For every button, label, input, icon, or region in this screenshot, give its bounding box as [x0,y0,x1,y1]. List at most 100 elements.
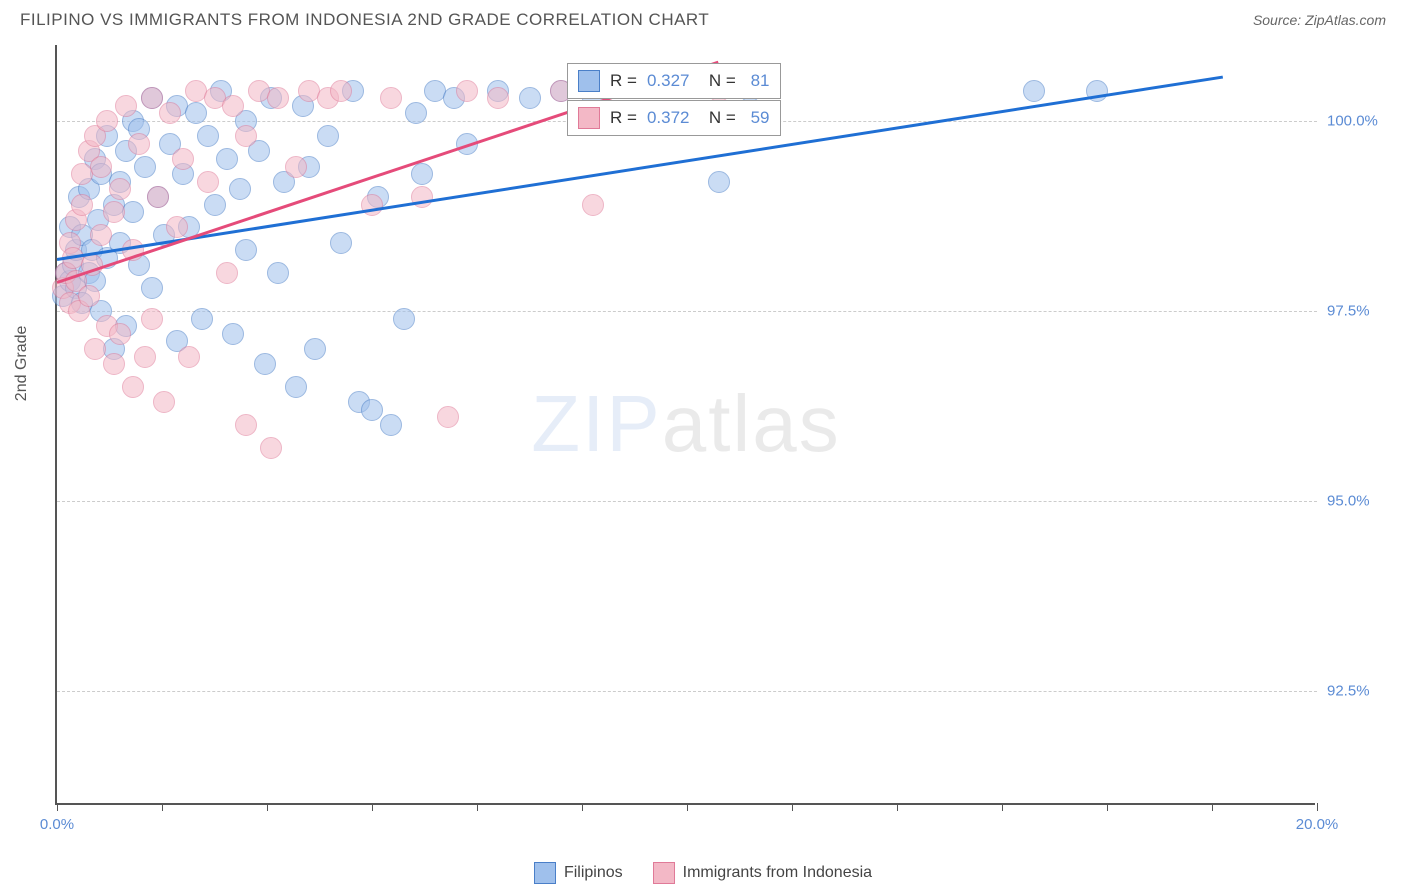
data-point-indonesia [109,178,131,200]
stats-r-label: R = [610,108,637,128]
data-point-indonesia [103,201,125,223]
x-tick-mark [1107,803,1108,811]
legend-label-filipinos: Filipinos [564,864,623,882]
data-point-indonesia [84,338,106,360]
watermark-atlas: atlas [662,379,841,468]
header: FILIPINO VS IMMIGRANTS FROM INDONESIA 2N… [0,0,1406,38]
gridline [57,501,1317,502]
data-point-filipinos [708,171,730,193]
chart-title: FILIPINO VS IMMIGRANTS FROM INDONESIA 2N… [20,10,709,30]
data-point-indonesia [216,262,238,284]
data-point-filipinos [1023,80,1045,102]
data-point-indonesia [267,87,289,109]
stats-r-value: 0.327 [647,71,690,91]
legend-swatch-indonesia [653,862,675,884]
data-point-indonesia [235,414,257,436]
data-point-filipinos [141,277,163,299]
legend: Filipinos Immigrants from Indonesia [0,862,1406,884]
data-point-indonesia [178,346,200,368]
data-point-filipinos [222,323,244,345]
gridline [57,691,1317,692]
data-point-indonesia [487,87,509,109]
data-point-filipinos [134,156,156,178]
y-tick-label: 95.0% [1327,493,1370,510]
watermark-zip: ZIP [531,379,661,468]
data-point-filipinos [235,239,257,261]
data-point-filipinos [191,308,213,330]
data-point-filipinos [122,201,144,223]
data-point-indonesia [122,376,144,398]
x-tick-label: 20.0% [1296,816,1339,833]
legend-swatch-filipinos [534,862,556,884]
gridline [57,311,1317,312]
stats-n-value: 81 [746,71,770,91]
data-point-filipinos [411,163,433,185]
y-tick-label: 92.5% [1327,683,1370,700]
data-point-indonesia [380,87,402,109]
stats-swatch-filipinos [578,70,600,92]
data-point-indonesia [96,110,118,132]
data-point-filipinos [185,102,207,124]
data-point-indonesia [103,353,125,375]
y-tick-label: 100.0% [1327,113,1378,130]
x-tick-mark [267,803,268,811]
legend-item-indonesia: Immigrants from Indonesia [653,862,872,884]
data-point-indonesia [90,156,112,178]
x-tick-mark [1212,803,1213,811]
data-point-indonesia [147,186,169,208]
data-point-indonesia [141,308,163,330]
data-point-indonesia [437,406,459,428]
x-tick-mark [792,803,793,811]
data-point-indonesia [197,171,219,193]
source-attribution: Source: ZipAtlas.com [1253,12,1386,28]
legend-item-filipinos: Filipinos [534,862,623,884]
data-point-indonesia [128,133,150,155]
data-point-filipinos [204,194,226,216]
x-tick-mark [582,803,583,811]
data-point-filipinos [519,87,541,109]
data-point-indonesia [159,102,181,124]
plot-area: ZIPatlas 100.0%97.5%95.0%92.5%0.0%20.0%R… [55,45,1315,805]
data-point-indonesia [172,148,194,170]
data-point-filipinos [405,102,427,124]
data-point-filipinos [330,232,352,254]
data-point-indonesia [71,194,93,216]
data-point-indonesia [235,125,257,147]
data-point-filipinos [216,148,238,170]
data-point-indonesia [582,194,604,216]
data-point-indonesia [153,391,175,413]
data-point-filipinos [254,353,276,375]
data-point-indonesia [115,95,137,117]
x-tick-mark [162,803,163,811]
legend-label-indonesia: Immigrants from Indonesia [683,864,872,882]
x-tick-mark [372,803,373,811]
data-point-indonesia [456,80,478,102]
stats-swatch-indonesia [578,107,600,129]
data-point-indonesia [109,323,131,345]
x-tick-mark [477,803,478,811]
data-point-filipinos [393,308,415,330]
stats-box-filipinos: R =0.327 N = 81 [567,63,781,99]
stats-n-value: 59 [746,108,770,128]
data-point-indonesia [222,95,244,117]
data-point-indonesia [141,87,163,109]
stats-n-label: N = [699,71,735,91]
data-point-indonesia [134,346,156,368]
data-point-indonesia [78,285,100,307]
y-tick-label: 97.5% [1327,303,1370,320]
x-tick-mark [57,803,58,811]
x-tick-label: 0.0% [40,816,74,833]
stats-n-label: N = [699,108,735,128]
x-tick-mark [687,803,688,811]
y-axis-label: 2nd Grade [13,326,31,402]
data-point-filipinos [361,399,383,421]
data-point-indonesia [260,437,282,459]
data-point-filipinos [197,125,219,147]
data-point-indonesia [285,156,307,178]
x-tick-mark [1317,803,1318,811]
data-point-filipinos [380,414,402,436]
watermark: ZIPatlas [531,378,840,470]
stats-box-indonesia: R =0.372 N = 59 [567,100,781,136]
data-point-filipinos [317,125,339,147]
data-point-indonesia [90,224,112,246]
